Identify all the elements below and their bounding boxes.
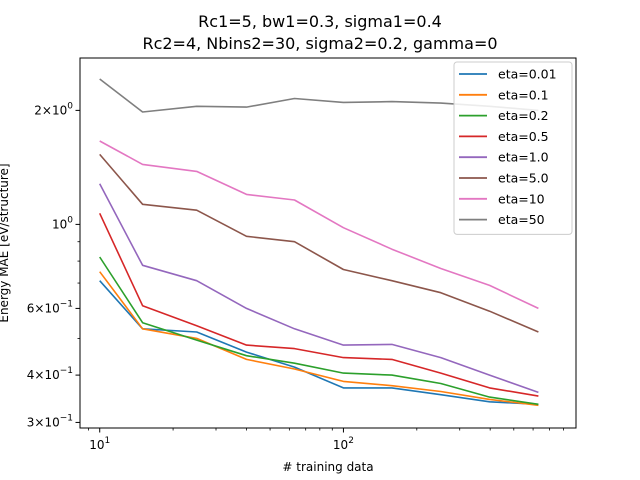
y-tick-label-2: 6×10−1 xyxy=(27,299,73,315)
x-tick-label-1: 102 xyxy=(333,436,354,452)
y-tick-exp-0: −1 xyxy=(60,413,73,423)
legend-label-7: eta=50 xyxy=(498,212,545,227)
legend-label-1: eta=0.1 xyxy=(498,87,549,102)
chart-title-line1: Rc1=5, bw1=0.3, sigma1=0.4 xyxy=(198,12,442,31)
series-line-6 xyxy=(99,140,539,310)
x-tick-exp-1: 2 xyxy=(348,436,354,446)
legend-label-4: eta=1.0 xyxy=(498,150,549,165)
y-tick-exp-2: −1 xyxy=(60,299,73,309)
series-line-5 xyxy=(99,153,539,333)
y-tick-label-3: 100 xyxy=(52,215,73,231)
legend-label-3: eta=0.5 xyxy=(498,129,549,144)
legend-label-6: eta=10 xyxy=(498,191,545,206)
y-tick-label-4: 2×100 xyxy=(34,101,73,117)
legend-label-2: eta=0.2 xyxy=(498,108,549,123)
legend: eta=0.01 eta=0.1 eta=0.2 eta=0.5 eta=1.0 eta=… xyxy=(453,61,573,235)
y-tick-mant-1: 4 xyxy=(27,368,35,382)
series-line-2 xyxy=(99,256,539,406)
legend-label-0: eta=0.01 xyxy=(498,67,557,82)
x-axis-label: # training data xyxy=(282,460,373,474)
y-tick-base-2: 10 xyxy=(44,301,59,315)
y-tick-base-0: 10 xyxy=(44,415,59,429)
y-tick-base-4: 10 xyxy=(52,103,67,117)
y-tick-label-0: 3×10−1 xyxy=(27,413,73,429)
series-line-1 xyxy=(99,271,539,407)
legend-label-5: eta=5.0 xyxy=(498,171,549,186)
y-tick-base-1: 10 xyxy=(44,368,59,382)
y-tick-exp-3: 0 xyxy=(67,215,73,225)
series-line-0 xyxy=(99,280,539,406)
y-axis-label: Energy MAE [eV/structure] xyxy=(0,163,11,322)
y-tick-base-3: 10 xyxy=(52,217,67,231)
y-tick-exp-1: −1 xyxy=(60,366,73,376)
legend-box xyxy=(453,61,573,235)
y-tick-mant-4: 2 xyxy=(34,103,42,117)
y-tick-mant-0: 3 xyxy=(27,415,35,429)
x-tick-exp-0: 1 xyxy=(104,436,110,446)
plot-frame xyxy=(79,57,577,429)
series-line-4 xyxy=(98,183,539,394)
y-tick-mant-2: 6 xyxy=(27,301,35,315)
series-layer xyxy=(98,78,539,407)
x-tick-base-0: 10 xyxy=(89,438,104,452)
x-tick-label-0: 101 xyxy=(89,436,110,452)
y-tick-label-1: 4×10−1 xyxy=(27,366,73,382)
series-line-3 xyxy=(98,212,539,397)
y-tick-exp-4: 0 xyxy=(67,101,73,111)
x-tick-base-1: 10 xyxy=(333,438,348,452)
chart-title-line2: Rc2=4, Nbins2=30, sigma2=0.2, gamma=0 xyxy=(142,34,497,53)
